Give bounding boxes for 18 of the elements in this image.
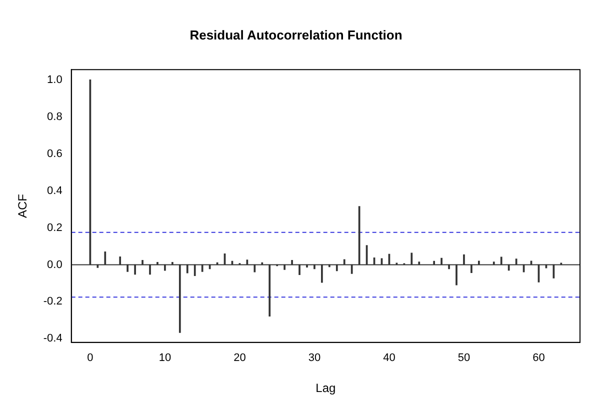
y-tick-label: 0.6 (47, 148, 62, 160)
x-tick-label: 0 (87, 352, 94, 364)
x-tick-label: 60 (532, 352, 545, 364)
y-tick-label: -0.4 (43, 332, 62, 345)
x-tick-label: 40 (383, 352, 396, 364)
y-tick-label: 0.4 (47, 184, 62, 197)
chart-title: Residual Autocorrelation Function (190, 27, 402, 42)
y-tick-label: 1.0 (47, 74, 62, 86)
x-axis-title: Lag (316, 381, 336, 396)
y-axis-title: ACF (16, 194, 30, 218)
y-tick-label: 0.8 (47, 110, 62, 123)
x-tick-label: 10 (158, 352, 172, 364)
x-tick-label: 30 (308, 352, 321, 364)
x-tick-label: 50 (458, 352, 470, 364)
y-tick-label: 0.2 (47, 222, 62, 234)
x-tick-label: 20 (234, 352, 246, 364)
y-tick-label: -0.2 (43, 296, 62, 308)
y-tick-label: 0.0 (47, 258, 62, 271)
